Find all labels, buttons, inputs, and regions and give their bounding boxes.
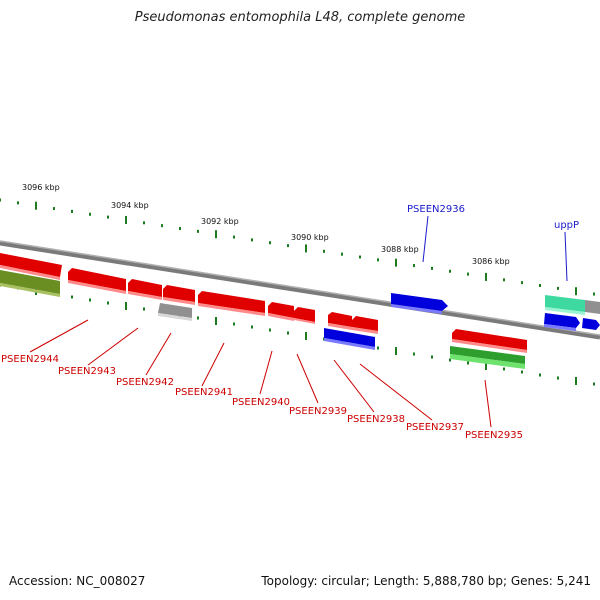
gene-PSEEN2943[interactable] [68,268,126,291]
gene-label-PSEEN2942[interactable]: PSEEN2942 [116,377,174,388]
gene-label-uppP[interactable]: uppP [554,220,579,231]
gene-PSEEN2944-shade [0,265,60,280]
page-title: Pseudomonas entomophila L48, complete ge… [134,10,466,25]
genome-backbone [0,240,600,340]
gene-label-PSEEN2940[interactable]: PSEEN2940 [232,397,290,408]
gene-PSEEN2943-shade [68,280,126,294]
gene-blue-right-a-shade [544,324,576,331]
genome-backbone-highlight [0,240,600,336]
gene-label-PSEEN2938[interactable]: PSEEN2938 [347,414,405,425]
gene-PSEEN2941[interactable] [163,285,195,302]
genome-summary: Topology: circular; Length: 5,888,780 bp… [261,574,591,588]
gene-grey-shade [158,313,192,321]
gene-PSEEN2940-shade [198,303,265,316]
gene-green-shade [450,354,525,369]
gene-PSEEN2939[interactable] [268,302,294,318]
gene-blue-lower[interactable] [324,328,375,347]
gene-PSEEN2937-b-shade [352,327,378,334]
gene-PSEEN2939-shade [268,313,294,321]
inner-tick-row [0,283,595,386]
gene-label-PSEEN2944[interactable]: PSEEN2944 [1,354,59,365]
gene-olive[interactable] [0,270,60,294]
gene-label-PSEEN2937[interactable]: PSEEN2937 [406,422,464,433]
gene-green[interactable] [450,346,525,364]
gene-PSEEN2935[interactable] [452,329,527,350]
gene-PSEEN2937-a-shade [328,323,352,330]
gene-label-PSEEN2935[interactable]: PSEEN2935 [465,430,523,441]
accession-label: Accession: NC_008027 [9,574,146,588]
scale-label-3094: 3094 kbp [111,201,149,210]
gene-blue-right-b[interactable] [582,318,600,330]
gene-blue-lower-shade [324,338,375,350]
gene-PSEEN2936[interactable] [391,293,448,311]
gene-label-PSEEN2936[interactable]: PSEEN2936 [407,204,465,215]
gene-PSEEN2937-b[interactable] [352,316,378,331]
gene-PSEEN2937-a[interactable] [328,312,352,327]
gene-PSEEN2938-shade [294,318,315,324]
gene-uppP[interactable] [545,295,585,312]
gene-PSEEN2938[interactable] [294,307,315,322]
gene-olive-shade [0,283,60,297]
leader-lines [29,215,568,428]
scale-label-3096: 3096 kbp [22,183,60,192]
scale-label-3090: 3090 kbp [291,233,329,242]
gene-PSEEN2940[interactable] [198,291,265,313]
gene-PSEEN2935-shade [452,339,527,353]
gene-label-PSEEN2939[interactable]: PSEEN2939 [289,406,347,417]
gene-PSEEN2942-shade [128,291,162,300]
outer-tick-row [0,198,595,296]
gene-grey-right[interactable] [585,300,600,314]
gene-PSEEN2941-shade [163,297,195,305]
gene-blue-right-a[interactable] [544,313,580,328]
gene-features [0,253,600,369]
scale-label-3086: 3086 kbp [472,257,510,266]
scale-label-3092: 3092 kbp [201,217,239,226]
scale-label-3088: 3088 kbp [381,245,419,254]
gene-PSEEN2944[interactable] [0,253,62,277]
gene-label-PSEEN2943[interactable]: PSEEN2943 [58,366,116,377]
gene-PSEEN2936-shade [391,304,442,314]
gene-label-PSEEN2941[interactable]: PSEEN2941 [175,387,233,398]
gene-uppP-shade [545,307,585,315]
